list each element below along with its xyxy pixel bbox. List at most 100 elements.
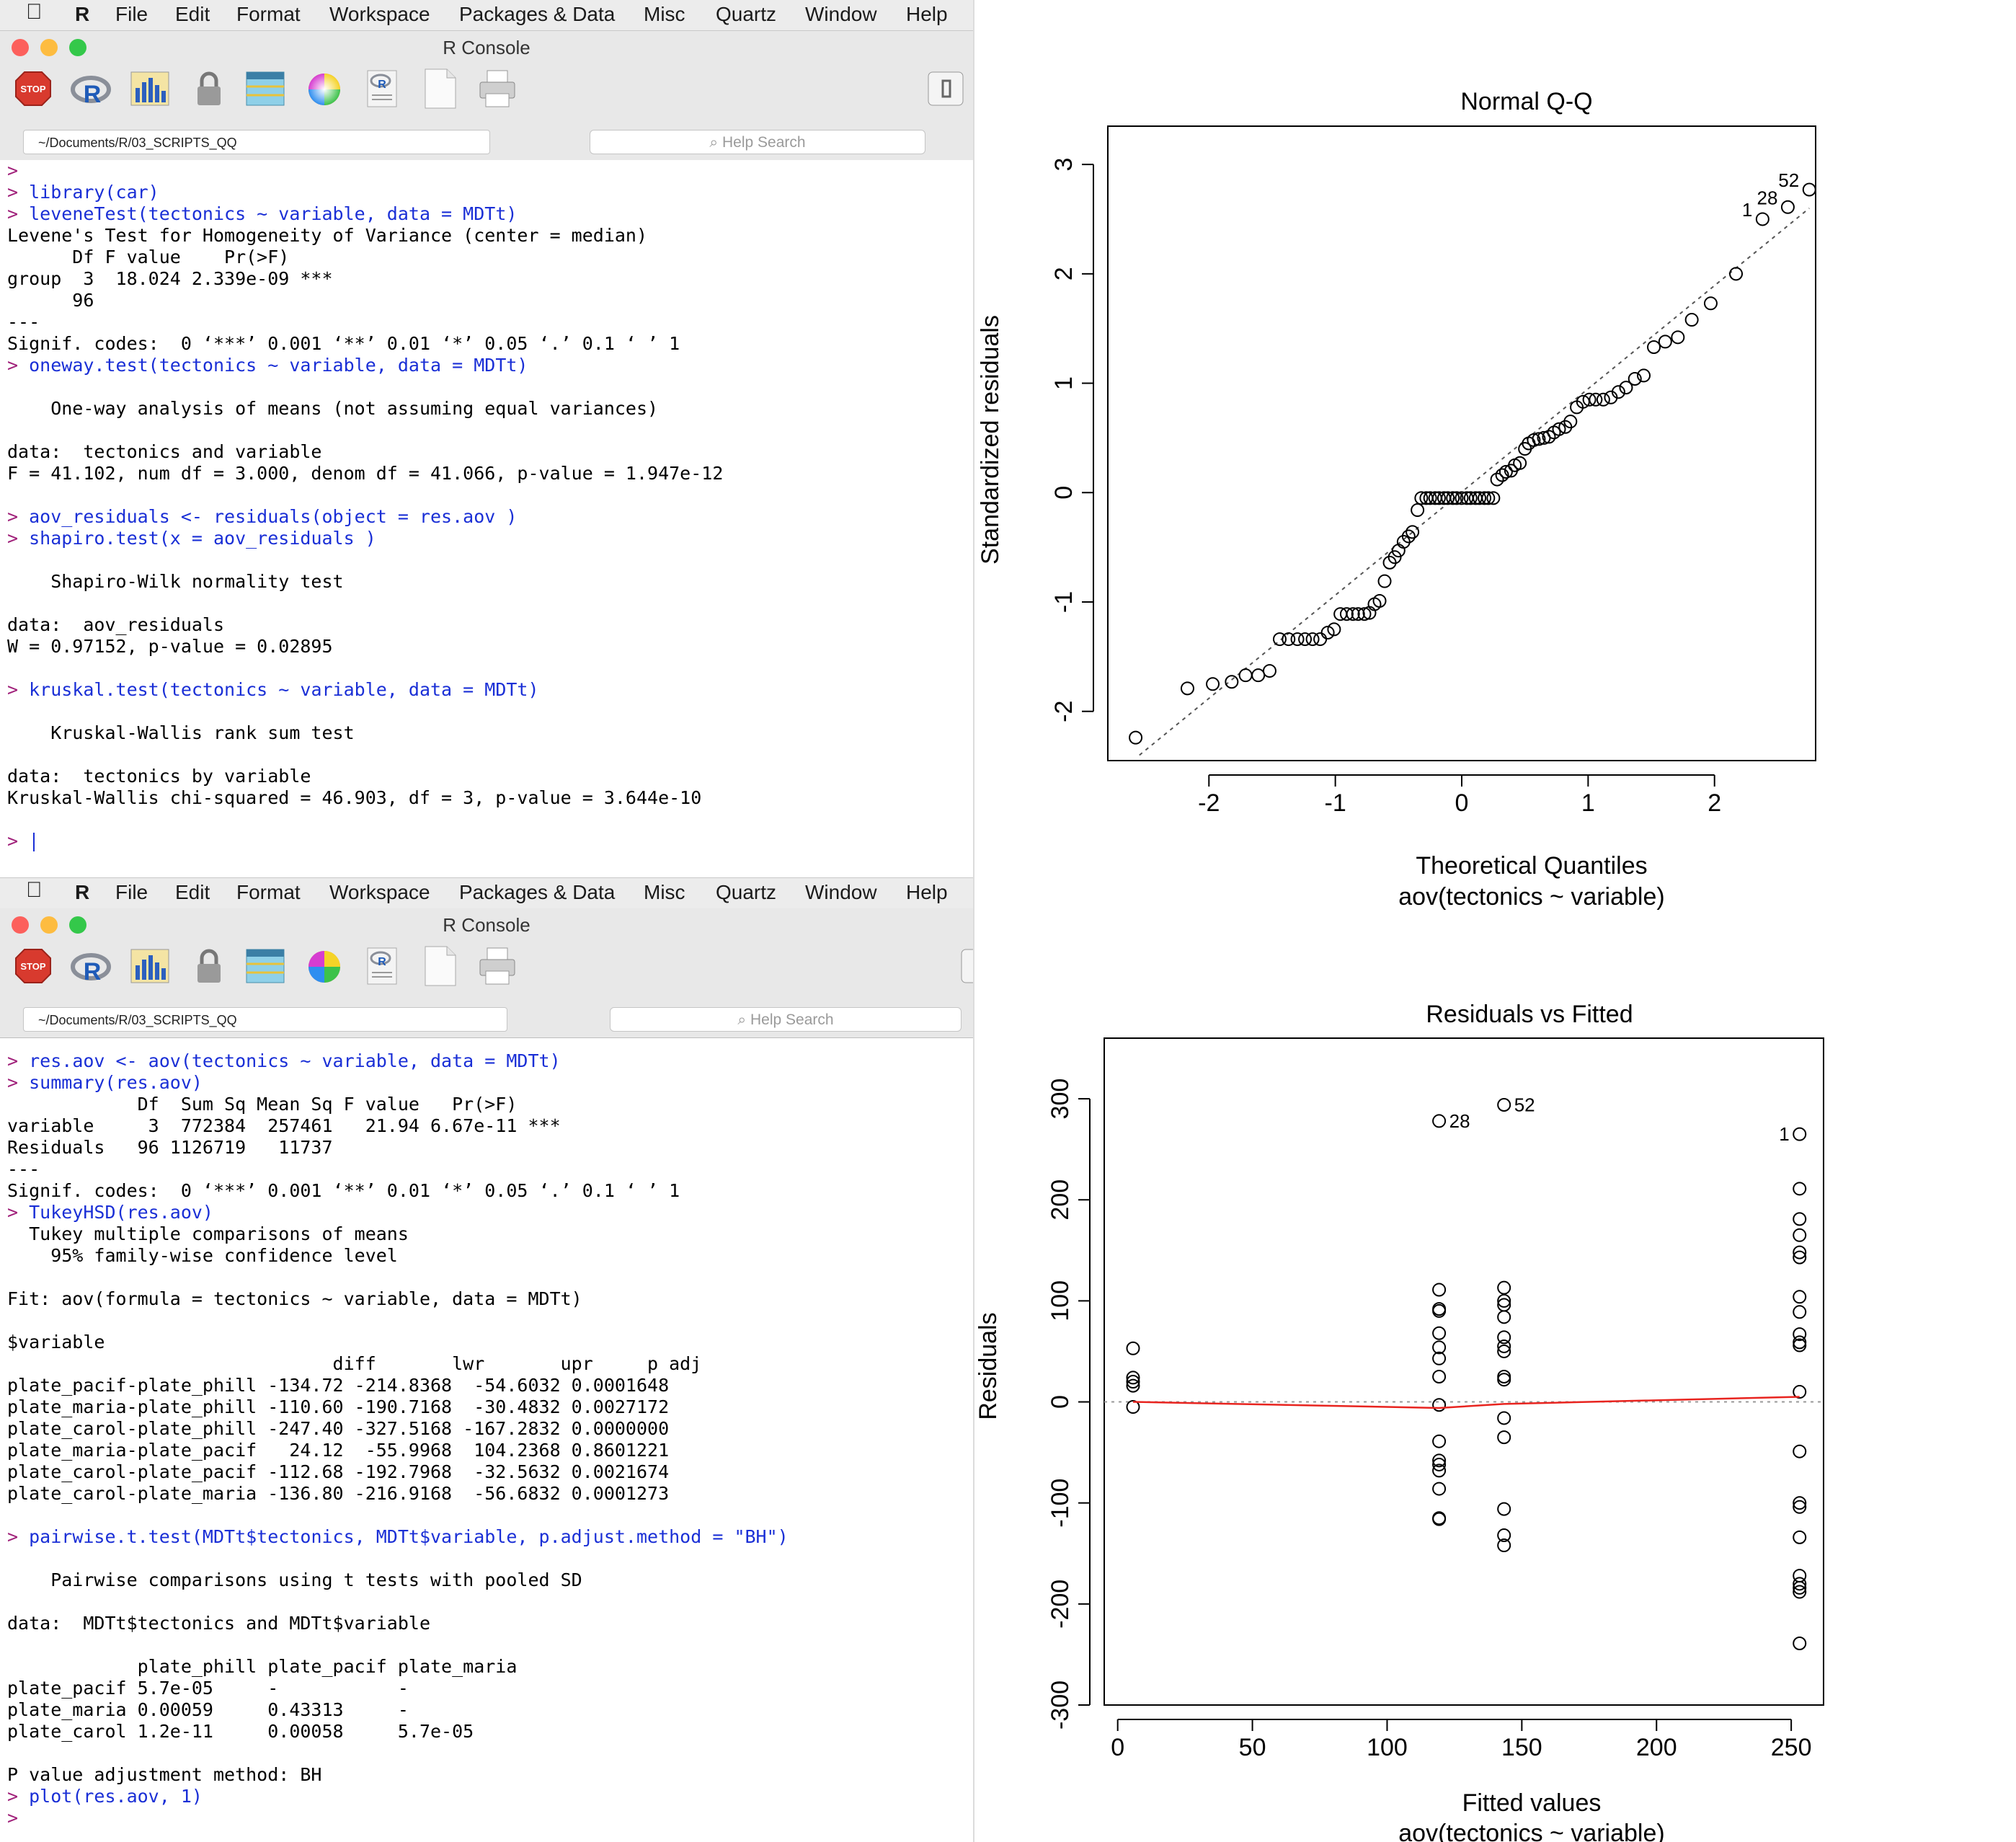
svg-text:STOP: STOP [20,961,45,972]
minimize-button[interactable] [40,39,58,56]
qq-point [1611,385,1625,399]
output-text: plate_carol-plate_pacif -112.68 -192.796… [7,1461,670,1482]
qq-y-tick-label: 1 [1050,376,1078,390]
menu-file[interactable]: File [115,881,148,903]
minimize-button[interactable] [40,916,58,934]
rf-point [1793,1228,1807,1242]
qq-point [1495,468,1509,482]
bar-chart-icon[interactable] [130,66,170,110]
console-output-line [0,1505,973,1526]
print-icon[interactable] [477,944,518,987]
console-output-line [0,1634,973,1656]
help-search-field[interactable]: ⌕ Help Search [590,130,925,154]
menu-window[interactable]: Window [805,881,877,903]
path-bar-top: ~/Documents/R/03_SCRIPTS_QQ ⌕ Help Searc… [0,124,973,161]
bar-chart-icon[interactable] [130,944,170,987]
menu-misc[interactable]: Misc [644,3,685,25]
prompt-symbol: > [7,1202,30,1223]
menu-edit[interactable]: Edit [175,881,210,903]
console-output-line [0,1548,973,1569]
qq-point [1206,677,1220,691]
print-icon[interactable] [477,66,518,110]
console-output-line: Residuals 96 1126719 11737 [0,1137,973,1159]
console-output-line: Fit: aov(formula = tectonics ~ variable,… [0,1288,973,1310]
menu-misc[interactable]: Misc [644,881,685,903]
rf-point [1497,1411,1511,1425]
menu-packages-data[interactable]: Packages & Data [459,881,616,903]
script-icon[interactable]: R [362,944,402,987]
output-text: plate_maria-plate_phill -110.60 -190.716… [7,1396,670,1417]
close-button[interactable] [12,916,29,934]
rf-point [1497,1339,1511,1353]
new-document-icon[interactable] [419,944,460,987]
prompt-symbol: > [7,355,30,376]
menu-edit[interactable]: Edit [175,3,210,25]
table-icon[interactable] [245,944,285,987]
menu-format[interactable]: Format [236,881,301,903]
rf-y-tick-label: -300 [1047,1681,1074,1730]
sidebar-toggle-icon[interactable] [959,944,973,987]
rf-point [1793,1580,1807,1595]
menu-workspace[interactable]: Workspace [329,881,430,903]
r-logo-icon[interactable]: R [71,66,111,110]
menu-help[interactable]: Help [906,881,948,903]
output-text: plate_pacif 5.7e-05 - - [7,1678,518,1699]
console-output-line: plate_maria 0.00059 0.43313 - [0,1699,973,1721]
menu-workspace[interactable]: Workspace [329,3,430,25]
console-output-line [0,809,973,831]
rf-point [1432,1434,1447,1448]
output-text: diff lwr upr p adj [7,1353,702,1374]
qq-point [1251,668,1266,683]
console-output-line: One-way analysis of means (not assuming … [0,398,973,420]
rf-x-tick-label: 100 [1367,1734,1408,1761]
stop-icon[interactable]: STOP [13,66,53,110]
menu-quartz[interactable]: Quartz [716,881,777,903]
qq-point [1486,491,1501,505]
menu-window[interactable]: Window [805,3,877,25]
apple-icon[interactable]:  [26,0,43,25]
console-output-line [0,420,973,441]
rf-point [1793,1182,1807,1196]
qq-point [1576,394,1590,409]
lock-icon[interactable] [189,66,229,110]
menu-quartz[interactable]: Quartz [716,3,777,25]
rf-x-tick-label: 200 [1636,1734,1677,1761]
menu-app[interactable]: R [75,3,90,25]
output-text: plate_maria-plate_pacif 24.12 -55.9968 1… [7,1440,670,1461]
sidebar-toggle-icon[interactable] [925,66,966,110]
qq-x-tick-label: 0 [1455,789,1469,817]
table-icon[interactable] [245,66,285,110]
menu-packages-data[interactable]: Packages & Data [459,3,616,25]
working-directory-field[interactable]: ~/Documents/R/03_SCRIPTS_QQ [23,130,490,154]
output-text: Kruskal-Wallis chi-squared = 46.903, df … [7,787,702,808]
color-wheel-icon[interactable] [304,66,345,110]
qq-point-label: 52 [1778,169,1799,191]
console-command-line: > res.aov <- aov(tectonics ~ variable, d… [0,1050,973,1072]
working-directory-field[interactable]: ~/Documents/R/03_SCRIPTS_QQ [23,1007,507,1032]
qq-point-label: 1 [1742,199,1752,221]
console-output-top[interactable]: > > library(car) > leveneTest(tectonics ~… [0,160,973,851]
rf-point [1432,1453,1447,1468]
close-button[interactable] [12,39,29,56]
menu-app[interactable]: R [75,881,90,903]
color-wheel-icon[interactable] [304,944,345,987]
zoom-button[interactable] [69,39,86,56]
output-text: variable 3 772384 257461 21.94 6.67e-11 … [7,1115,561,1136]
help-search-field[interactable]: ⌕ Help Search [610,1007,962,1032]
menu-file[interactable]: File [115,3,148,25]
r-logo-icon[interactable]: R [71,944,111,987]
apple-icon[interactable]:  [26,878,43,903]
stop-icon[interactable]: STOP [13,944,53,987]
lock-icon[interactable] [189,944,229,987]
new-document-icon[interactable] [419,66,460,110]
console-output-line: $variable [0,1332,973,1353]
console-output-line: Tukey multiple comparisons of means [0,1223,973,1245]
menu-help[interactable]: Help [906,3,948,25]
rf-point [1793,1212,1807,1226]
rf-point [1793,1290,1807,1304]
console-output-bottom[interactable]: > res.aov <- aov(tectonics ~ variable, d… [0,1050,973,1842]
menu-format[interactable]: Format [236,3,301,25]
zoom-button[interactable] [69,916,86,934]
qq-point [1473,491,1487,505]
script-icon[interactable]: R [362,66,402,110]
